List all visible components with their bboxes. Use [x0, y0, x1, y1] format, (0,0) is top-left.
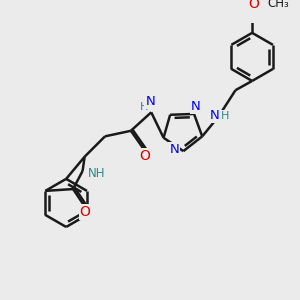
Text: N: N	[191, 100, 201, 113]
Text: N: N	[169, 143, 179, 156]
Text: NH: NH	[88, 167, 106, 180]
Text: N: N	[209, 109, 219, 122]
Text: O: O	[80, 205, 91, 219]
Text: H: H	[221, 111, 230, 121]
Text: N: N	[146, 95, 155, 108]
Text: O: O	[249, 0, 260, 11]
Text: O: O	[139, 149, 150, 163]
Text: H: H	[140, 102, 148, 112]
Text: CH₃: CH₃	[267, 0, 289, 10]
